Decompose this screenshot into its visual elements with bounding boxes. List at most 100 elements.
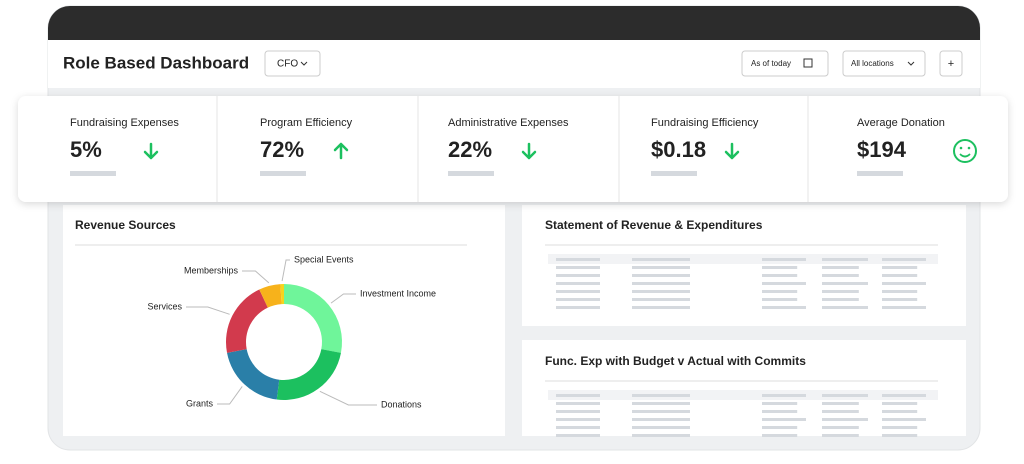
kpi-placeholder <box>857 171 903 176</box>
leader-line <box>242 270 270 284</box>
kpi-value: 22% <box>448 137 492 162</box>
trend-arrow <box>724 142 740 160</box>
table-placeholder <box>632 418 690 421</box>
kpi-label: Fundraising Expenses <box>70 117 179 129</box>
statement-panel <box>522 205 966 326</box>
top-bar <box>48 6 980 40</box>
table-placeholder <box>632 282 690 285</box>
donut-segment <box>276 349 341 400</box>
leader-line <box>319 390 377 406</box>
table-placeholder <box>822 402 859 405</box>
smile-icon <box>953 139 977 163</box>
table-placeholder <box>632 258 690 261</box>
table-placeholder <box>822 290 859 293</box>
table-placeholder <box>556 394 600 397</box>
table-placeholder <box>882 402 918 405</box>
kpi-placeholder <box>448 171 494 176</box>
table-placeholder <box>762 402 798 405</box>
table-placeholder <box>556 282 600 285</box>
kpi-value: 5% <box>70 137 102 162</box>
table-placeholder <box>762 426 798 429</box>
table-placeholder <box>822 266 859 269</box>
table-placeholder <box>556 402 600 405</box>
table-placeholder <box>882 290 918 293</box>
table-placeholder <box>762 410 798 413</box>
add-button[interactable] <box>939 50 963 77</box>
kpi-value: $0.18 <box>651 137 706 162</box>
table-placeholder <box>556 298 600 301</box>
trend-arrow <box>333 142 349 160</box>
donut-label: Investment Income <box>360 288 436 298</box>
table-placeholder <box>822 426 859 429</box>
table-placeholder <box>632 290 690 293</box>
role-select[interactable] <box>264 50 321 77</box>
donut-label: Grants <box>186 398 214 408</box>
chevron <box>907 61 915 66</box>
table-placeholder <box>882 258 926 261</box>
table-placeholder <box>762 274 798 277</box>
table-placeholder <box>882 418 926 421</box>
table-placeholder <box>882 282 926 285</box>
table-placeholder <box>882 410 918 413</box>
table-placeholder <box>556 434 600 437</box>
title: Role Based Dashboard <box>63 53 249 72</box>
kpi-placeholder <box>651 171 697 176</box>
kpi-placeholder <box>70 171 116 176</box>
donut-segment <box>227 349 280 400</box>
leader-line <box>186 306 230 315</box>
table-placeholder <box>822 282 868 285</box>
table-placeholder <box>822 434 859 437</box>
table-placeholder <box>762 290 798 293</box>
panel-title: Statement of Revenue & Expenditures <box>545 218 763 232</box>
table-placeholder <box>762 298 798 301</box>
table-placeholder <box>632 306 690 309</box>
location-filter[interactable] <box>842 50 926 77</box>
table-placeholder <box>632 434 690 437</box>
kpi-value: 72% <box>260 137 304 162</box>
table-placeholder <box>556 266 600 269</box>
table-placeholder <box>556 306 600 309</box>
table-placeholder <box>632 298 690 301</box>
table-placeholder <box>762 434 798 437</box>
kpi-value: $194 <box>857 137 907 162</box>
table-placeholder <box>822 306 868 309</box>
location-text: All locations <box>851 59 894 68</box>
table-placeholder <box>632 266 690 269</box>
donut-segment <box>226 289 268 353</box>
donut-label: Memberships <box>184 265 239 275</box>
table-placeholder <box>556 410 600 413</box>
donut-label: Special Events <box>294 254 354 264</box>
table-placeholder <box>822 394 868 397</box>
table-placeholder <box>822 298 859 301</box>
donut-segment <box>280 284 284 305</box>
trend-arrow <box>143 142 159 160</box>
leader-line <box>281 259 290 282</box>
leader-line <box>217 386 243 405</box>
revenue-panel <box>63 205 505 436</box>
leader-line <box>330 293 356 304</box>
kpi-label: Program Efficiency <box>260 117 353 129</box>
table-placeholder <box>556 258 600 261</box>
table-placeholder <box>882 426 918 429</box>
table-placeholder <box>762 282 806 285</box>
kpi-label: Fundraising Efficiency <box>651 117 759 129</box>
panel-title: Revenue Sources <box>75 218 176 232</box>
table-placeholder <box>632 426 690 429</box>
table-placeholder <box>762 258 806 261</box>
table-placeholder <box>762 266 798 269</box>
calendar-icon <box>803 58 813 68</box>
table-placeholder <box>822 410 859 413</box>
mouth <box>959 153 971 158</box>
role-text: CFO <box>277 59 298 70</box>
table-head <box>548 390 938 400</box>
table-placeholder <box>762 418 806 421</box>
panel-title: Func. Exp with Budget v Actual with Comm… <box>545 354 806 368</box>
donut-segment <box>284 284 342 353</box>
table-placeholder <box>632 402 690 405</box>
table-placeholder <box>882 298 918 301</box>
table-placeholder <box>632 394 690 397</box>
table-placeholder <box>632 274 690 277</box>
date-filter[interactable] <box>741 50 829 77</box>
chevron <box>300 61 308 66</box>
date-text: As of today <box>751 59 791 68</box>
